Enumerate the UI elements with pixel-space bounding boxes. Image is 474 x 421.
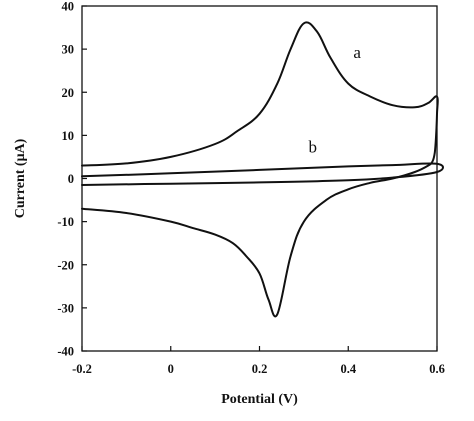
series-curves — [81, 21, 444, 318]
y-tick-label: -20 — [57, 258, 74, 272]
x-tick-label: 0.2 — [252, 362, 268, 376]
x-tick-label: 0.6 — [429, 362, 445, 376]
y-tick-label: -40 — [57, 345, 74, 359]
y-tick-label: -30 — [57, 301, 74, 315]
chart-axes: -0.2 0 0.2 0.4 0.6 -40 -30 -20 -10 0 10 20 30 40 — [57, 0, 444, 376]
curve-label-a: a — [353, 43, 361, 62]
y-tick-label: 30 — [62, 43, 75, 57]
series-line-a — [81, 21, 439, 318]
chart-labels: Potential (V) Current (μA) a b — [13, 43, 361, 407]
curve-label-b: b — [309, 138, 318, 157]
x-tick-label: 0.4 — [340, 362, 356, 376]
y-tick-label: 20 — [62, 86, 75, 100]
y-axis-title: Current (μA) — [13, 138, 28, 218]
y-tick-label: -10 — [57, 215, 74, 229]
x-axis-title: Potential (V) — [221, 392, 298, 407]
x-tick-label: 0 — [168, 362, 174, 376]
y-tick-label: 40 — [62, 0, 75, 14]
y-tick-label: 10 — [62, 129, 75, 143]
x-tick-label: -0.2 — [72, 362, 92, 376]
series-line-b — [81, 162, 444, 186]
y-tick-label: 0 — [68, 172, 74, 186]
